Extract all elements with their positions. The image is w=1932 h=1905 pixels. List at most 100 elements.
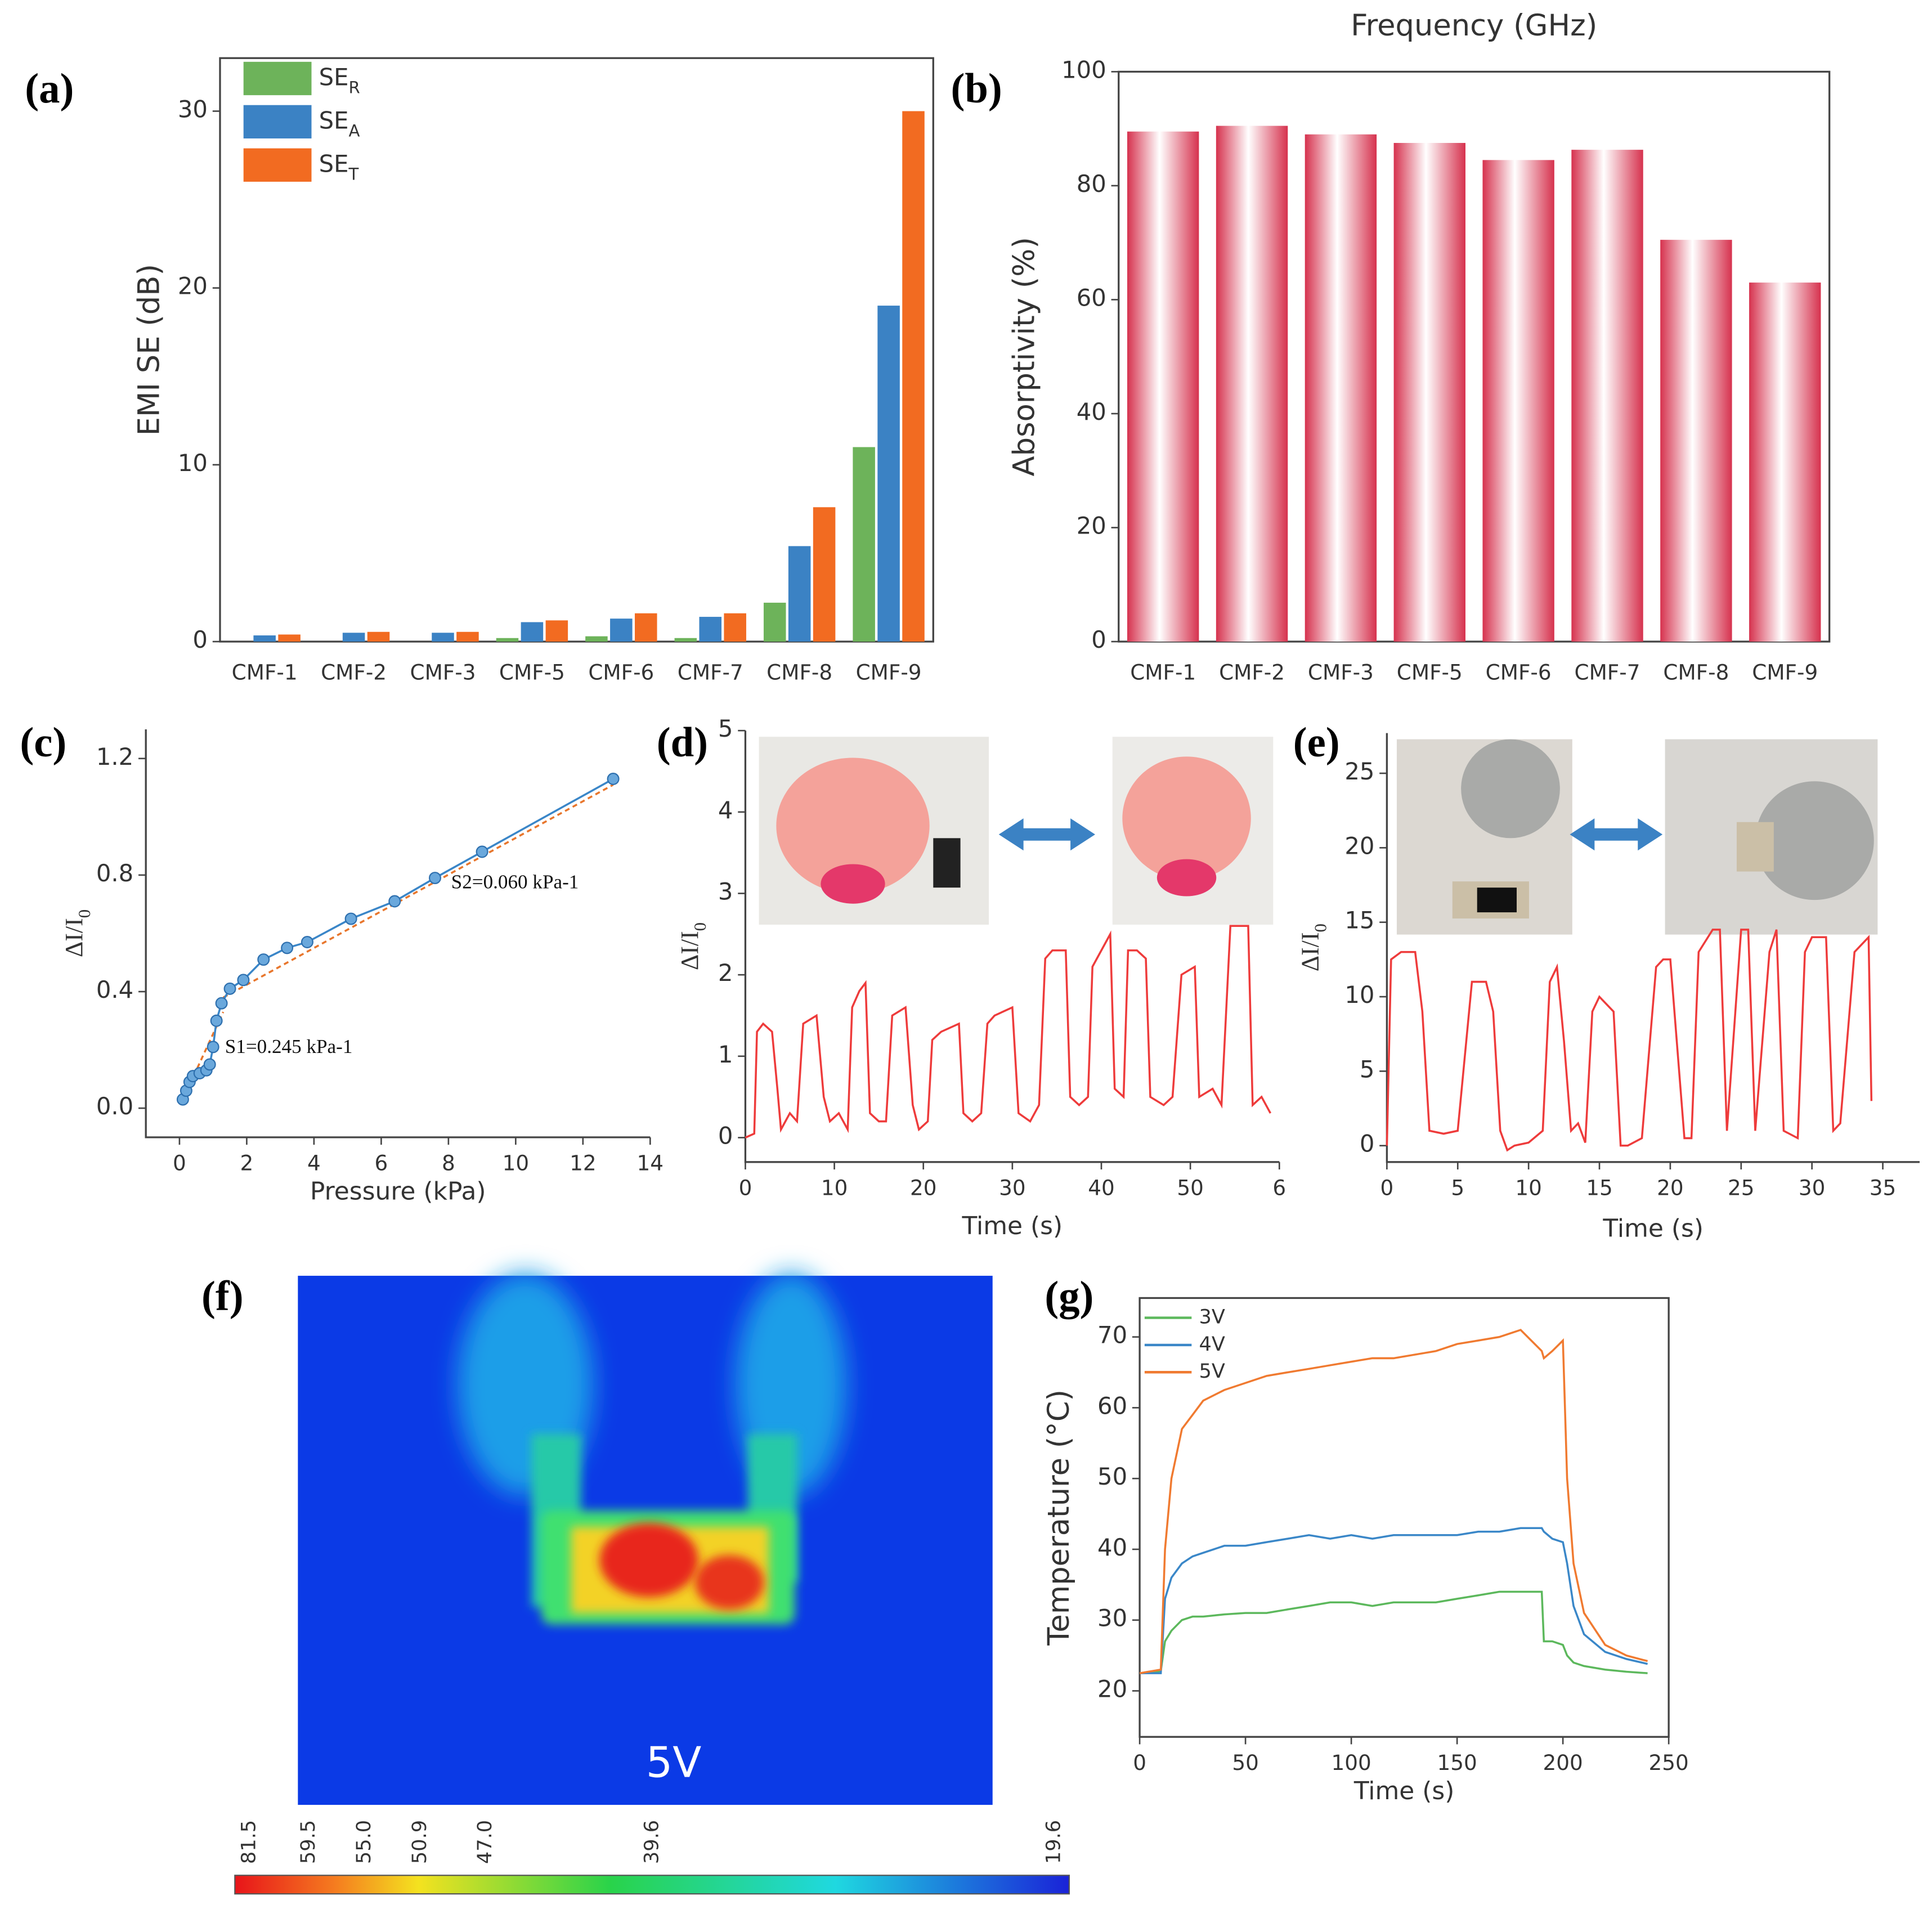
y-tick-label: 70 bbox=[1097, 1321, 1127, 1349]
point bbox=[388, 895, 401, 908]
annotation: S2=0.060 kPa-1 bbox=[451, 871, 579, 893]
colorbar-label: 39.6 bbox=[640, 1820, 664, 1864]
x-tick-label: 10 bbox=[1515, 1176, 1541, 1200]
y-tick-label: 10 bbox=[1344, 981, 1374, 1008]
panel-label: (d) bbox=[657, 719, 708, 766]
x-tick-label: CMF-7 bbox=[678, 660, 743, 685]
bar bbox=[877, 306, 900, 642]
bar bbox=[432, 633, 454, 642]
point bbox=[607, 773, 620, 786]
x-tick-label: 250 bbox=[1649, 1750, 1689, 1775]
bar bbox=[853, 447, 875, 642]
point bbox=[237, 974, 250, 987]
bar bbox=[813, 507, 836, 642]
x-tick-label: 0 bbox=[173, 1151, 186, 1176]
y-axis-label: ΔI/I0 bbox=[60, 909, 94, 957]
legend-label: 3V bbox=[1199, 1306, 1225, 1329]
x-axis-label: Time (s) bbox=[962, 1212, 1063, 1240]
x-tick-label: 150 bbox=[1437, 1750, 1477, 1775]
x-tick-label: 30 bbox=[1799, 1176, 1825, 1200]
legend-label: SET bbox=[319, 150, 359, 183]
data-line bbox=[1139, 1329, 1648, 1674]
bar bbox=[585, 636, 608, 642]
bar bbox=[1305, 134, 1377, 642]
data-line bbox=[1386, 929, 1873, 1152]
y-tick-label: 20 bbox=[1344, 832, 1374, 859]
y-tick-label: 2 bbox=[718, 959, 733, 987]
bar bbox=[674, 638, 697, 642]
y-axis-label: Temperature (°C) bbox=[1042, 1389, 1076, 1646]
x-tick-label: 2 bbox=[240, 1151, 254, 1176]
bar bbox=[634, 613, 657, 642]
legend-label: 4V bbox=[1199, 1333, 1225, 1356]
point bbox=[476, 845, 488, 858]
x-tick-label: 20 bbox=[910, 1176, 936, 1200]
x-tick-label: CMF-1 bbox=[1130, 660, 1196, 685]
y-tick-label: 40 bbox=[1097, 1534, 1127, 1561]
panel-label: (e) bbox=[1293, 719, 1340, 766]
x-tick-label: 200 bbox=[1543, 1750, 1583, 1775]
y-tick-label: 60 bbox=[1097, 1392, 1127, 1419]
y-tick-label: 15 bbox=[1344, 907, 1374, 934]
x-tick-label: 0 bbox=[1380, 1176, 1394, 1200]
y-tick-label: 0 bbox=[1091, 626, 1106, 653]
x-axis-label: Time (s) bbox=[1602, 1214, 1704, 1243]
x-tick-label: 100 bbox=[1332, 1750, 1371, 1775]
panel-label: (b) bbox=[951, 65, 1002, 112]
legend-swatch bbox=[243, 148, 312, 182]
y-tick-label: 3 bbox=[718, 877, 733, 905]
x-tick-label: CMF-9 bbox=[1752, 660, 1818, 685]
y-tick-label: 30 bbox=[1097, 1604, 1127, 1632]
legend-swatch bbox=[243, 105, 312, 139]
y-tick-label: 0.0 bbox=[96, 1092, 133, 1120]
point bbox=[344, 912, 357, 925]
bar bbox=[521, 622, 544, 642]
x-tick-label: CMF-3 bbox=[410, 660, 476, 685]
bar bbox=[1482, 160, 1554, 642]
bar bbox=[763, 602, 786, 642]
panel-label: (g) bbox=[1045, 1273, 1093, 1320]
y-tick-label: 0 bbox=[718, 1122, 733, 1149]
x-tick-label: CMF-9 bbox=[856, 660, 922, 685]
x-tick-label: 20 bbox=[1657, 1176, 1683, 1200]
point bbox=[301, 936, 313, 948]
x-tick-label: 10 bbox=[503, 1151, 529, 1176]
plot-frame bbox=[1138, 1297, 1670, 1738]
y-tick-label: 1 bbox=[718, 1041, 733, 1068]
x-tick-label: CMF-7 bbox=[1575, 660, 1640, 685]
bar bbox=[496, 638, 519, 642]
bar bbox=[1216, 125, 1288, 642]
y-tick-label: 4 bbox=[718, 796, 733, 824]
point bbox=[210, 1014, 223, 1027]
point bbox=[257, 953, 270, 966]
y-tick-label: 25 bbox=[1344, 757, 1374, 785]
x-tick-label: CMF-8 bbox=[766, 660, 832, 685]
data-line bbox=[1139, 1590, 1648, 1674]
x-tick-label: 10 bbox=[821, 1176, 848, 1200]
x-tick-label: 25 bbox=[1728, 1176, 1754, 1200]
y-tick-label: 0 bbox=[1360, 1130, 1375, 1158]
y-tick-label: 0.4 bbox=[96, 976, 133, 1003]
x-tick-label: CMF-5 bbox=[499, 660, 565, 685]
bar bbox=[788, 546, 811, 642]
x-tick-label: 12 bbox=[570, 1151, 596, 1176]
data-line bbox=[745, 925, 1272, 1138]
x-tick-label: 5 bbox=[1451, 1176, 1464, 1200]
x-tick-label: 8 bbox=[442, 1151, 455, 1176]
legend-label: SER bbox=[319, 64, 360, 97]
x-tick-label: 6 bbox=[375, 1151, 388, 1176]
point bbox=[203, 1058, 216, 1071]
x-tick-label: CMF-1 bbox=[232, 660, 298, 685]
x-tick-label: 40 bbox=[1088, 1176, 1114, 1200]
y-tick-label: 5 bbox=[1360, 1055, 1375, 1083]
y-tick-label: 80 bbox=[1077, 170, 1106, 198]
photo-insets-d bbox=[759, 737, 1274, 925]
panel-label: (c) bbox=[20, 719, 66, 766]
bar bbox=[1660, 240, 1732, 642]
bar bbox=[253, 635, 276, 642]
annotation: S1=0.245 kPa-1 bbox=[225, 1036, 353, 1057]
y-tick-label: 20 bbox=[1077, 512, 1106, 540]
x-tick-label: 4 bbox=[307, 1151, 321, 1176]
bar bbox=[902, 111, 925, 642]
point bbox=[215, 997, 228, 1010]
